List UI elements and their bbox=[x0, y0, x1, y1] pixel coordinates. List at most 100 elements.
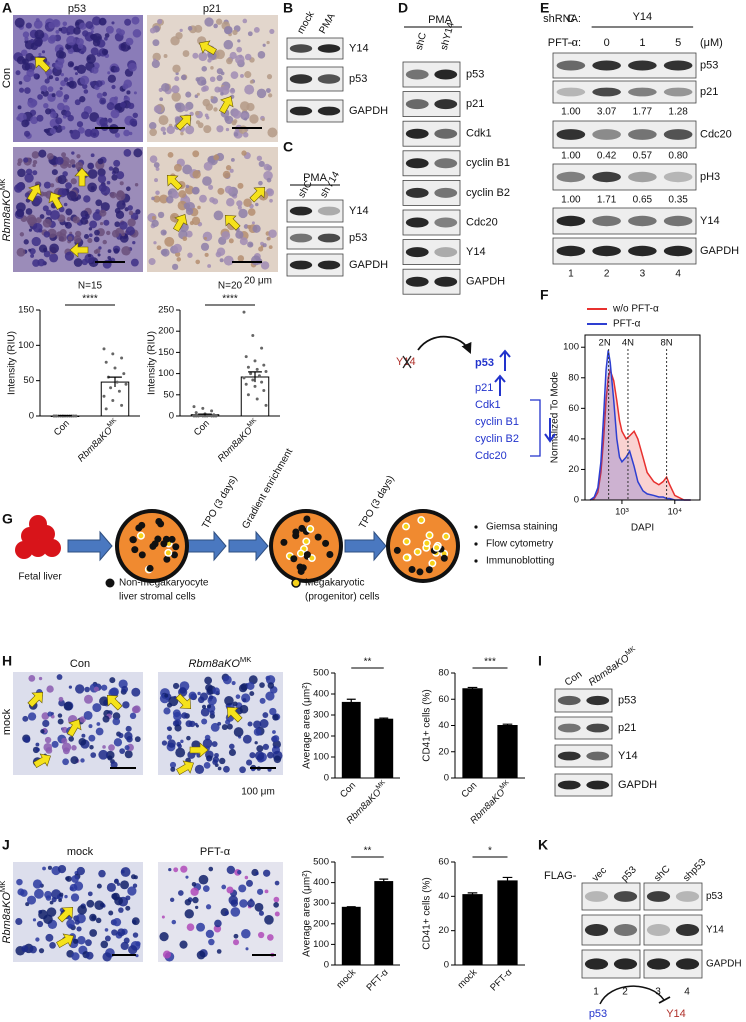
cell bbox=[49, 128, 57, 135]
cell bbox=[115, 210, 125, 219]
cell bbox=[192, 150, 200, 158]
data-point bbox=[255, 367, 259, 371]
y-axis-label: Intensity (RIU) bbox=[147, 331, 158, 395]
cell bbox=[86, 899, 95, 908]
cell bbox=[211, 741, 218, 747]
cell bbox=[224, 185, 233, 194]
cell bbox=[101, 684, 108, 691]
prefix-label: FLAG- bbox=[544, 870, 577, 882]
cell bbox=[107, 249, 112, 253]
cell bbox=[17, 888, 25, 896]
cell bbox=[66, 81, 70, 85]
cell bbox=[36, 920, 44, 928]
arrow bbox=[106, 694, 123, 711]
data-point bbox=[214, 414, 218, 418]
superscript: MK bbox=[0, 880, 7, 892]
superscript: MK bbox=[624, 646, 637, 658]
cell bbox=[127, 886, 137, 896]
model-arrow bbox=[417, 335, 472, 354]
y-tick-label: 80 bbox=[438, 668, 449, 679]
arrow bbox=[66, 719, 82, 737]
cell bbox=[149, 155, 158, 163]
liver-lobe bbox=[29, 539, 47, 557]
blot-band bbox=[613, 958, 638, 970]
cell bbox=[239, 899, 248, 908]
blot-band bbox=[405, 69, 429, 80]
cell bbox=[190, 887, 199, 896]
cell bbox=[97, 174, 107, 184]
cell bbox=[32, 222, 43, 233]
legend-label: liver stromal cells bbox=[119, 592, 196, 603]
cell bbox=[64, 221, 72, 229]
cell bbox=[76, 926, 82, 932]
cell bbox=[37, 258, 46, 267]
cell bbox=[153, 105, 162, 114]
cell bbox=[58, 27, 63, 32]
x-tick-label: Con bbox=[338, 780, 358, 800]
cell bbox=[266, 40, 270, 45]
data-point bbox=[102, 394, 106, 398]
cell bbox=[187, 252, 193, 258]
lane-label: shC bbox=[414, 31, 429, 51]
assay-label: Immunoblotting bbox=[486, 556, 554, 567]
cell bbox=[172, 263, 179, 270]
cell bbox=[79, 75, 90, 85]
cell bbox=[162, 131, 167, 135]
cell bbox=[75, 21, 80, 26]
cell bbox=[224, 910, 229, 916]
bullet bbox=[474, 525, 478, 529]
megakaryocyte bbox=[428, 559, 437, 568]
stromal-cell bbox=[440, 554, 448, 562]
cell bbox=[213, 154, 219, 161]
blot-band bbox=[317, 260, 341, 270]
cell bbox=[169, 897, 175, 903]
cell bbox=[15, 182, 24, 191]
cell bbox=[258, 931, 265, 939]
cell bbox=[206, 704, 212, 709]
stromal-cell bbox=[146, 564, 154, 572]
y-tick-label: 60 bbox=[568, 403, 579, 414]
cell bbox=[38, 52, 42, 57]
cell bbox=[203, 161, 213, 171]
cell bbox=[72, 216, 80, 224]
cell bbox=[180, 74, 187, 81]
cell bbox=[41, 50, 46, 54]
cell bbox=[222, 170, 231, 179]
cell bbox=[73, 258, 83, 267]
cell bbox=[33, 195, 43, 205]
cell bbox=[243, 198, 252, 208]
reference-label: 4N bbox=[622, 338, 634, 349]
cell bbox=[244, 875, 249, 880]
cell bbox=[107, 74, 117, 83]
cell bbox=[185, 125, 195, 135]
blot-band bbox=[628, 87, 657, 97]
cell bbox=[128, 210, 134, 216]
cell bbox=[255, 871, 259, 876]
legend-label: PFT-α bbox=[613, 319, 641, 330]
megakaryocyte bbox=[296, 549, 305, 558]
data-point bbox=[201, 406, 205, 410]
cell bbox=[76, 121, 84, 128]
cell bbox=[89, 128, 100, 138]
model-label: p53 bbox=[475, 357, 494, 369]
cell bbox=[186, 923, 195, 931]
blot-band bbox=[586, 751, 610, 761]
cell bbox=[175, 102, 186, 113]
cell bbox=[107, 71, 111, 75]
cell bbox=[253, 720, 262, 729]
cell bbox=[25, 168, 33, 176]
cell bbox=[207, 757, 211, 761]
data-point bbox=[102, 347, 106, 351]
data-point bbox=[115, 380, 119, 384]
band-label: p53 bbox=[700, 59, 718, 71]
cell bbox=[74, 65, 79, 71]
cell bbox=[98, 183, 107, 192]
y-tick-label: 60 bbox=[438, 694, 449, 705]
cell bbox=[89, 913, 97, 922]
bullet bbox=[474, 559, 478, 563]
cell bbox=[157, 18, 163, 25]
cell bbox=[195, 905, 199, 910]
band-label: p53 bbox=[349, 73, 367, 85]
cell bbox=[226, 865, 236, 875]
cell bbox=[120, 44, 125, 48]
